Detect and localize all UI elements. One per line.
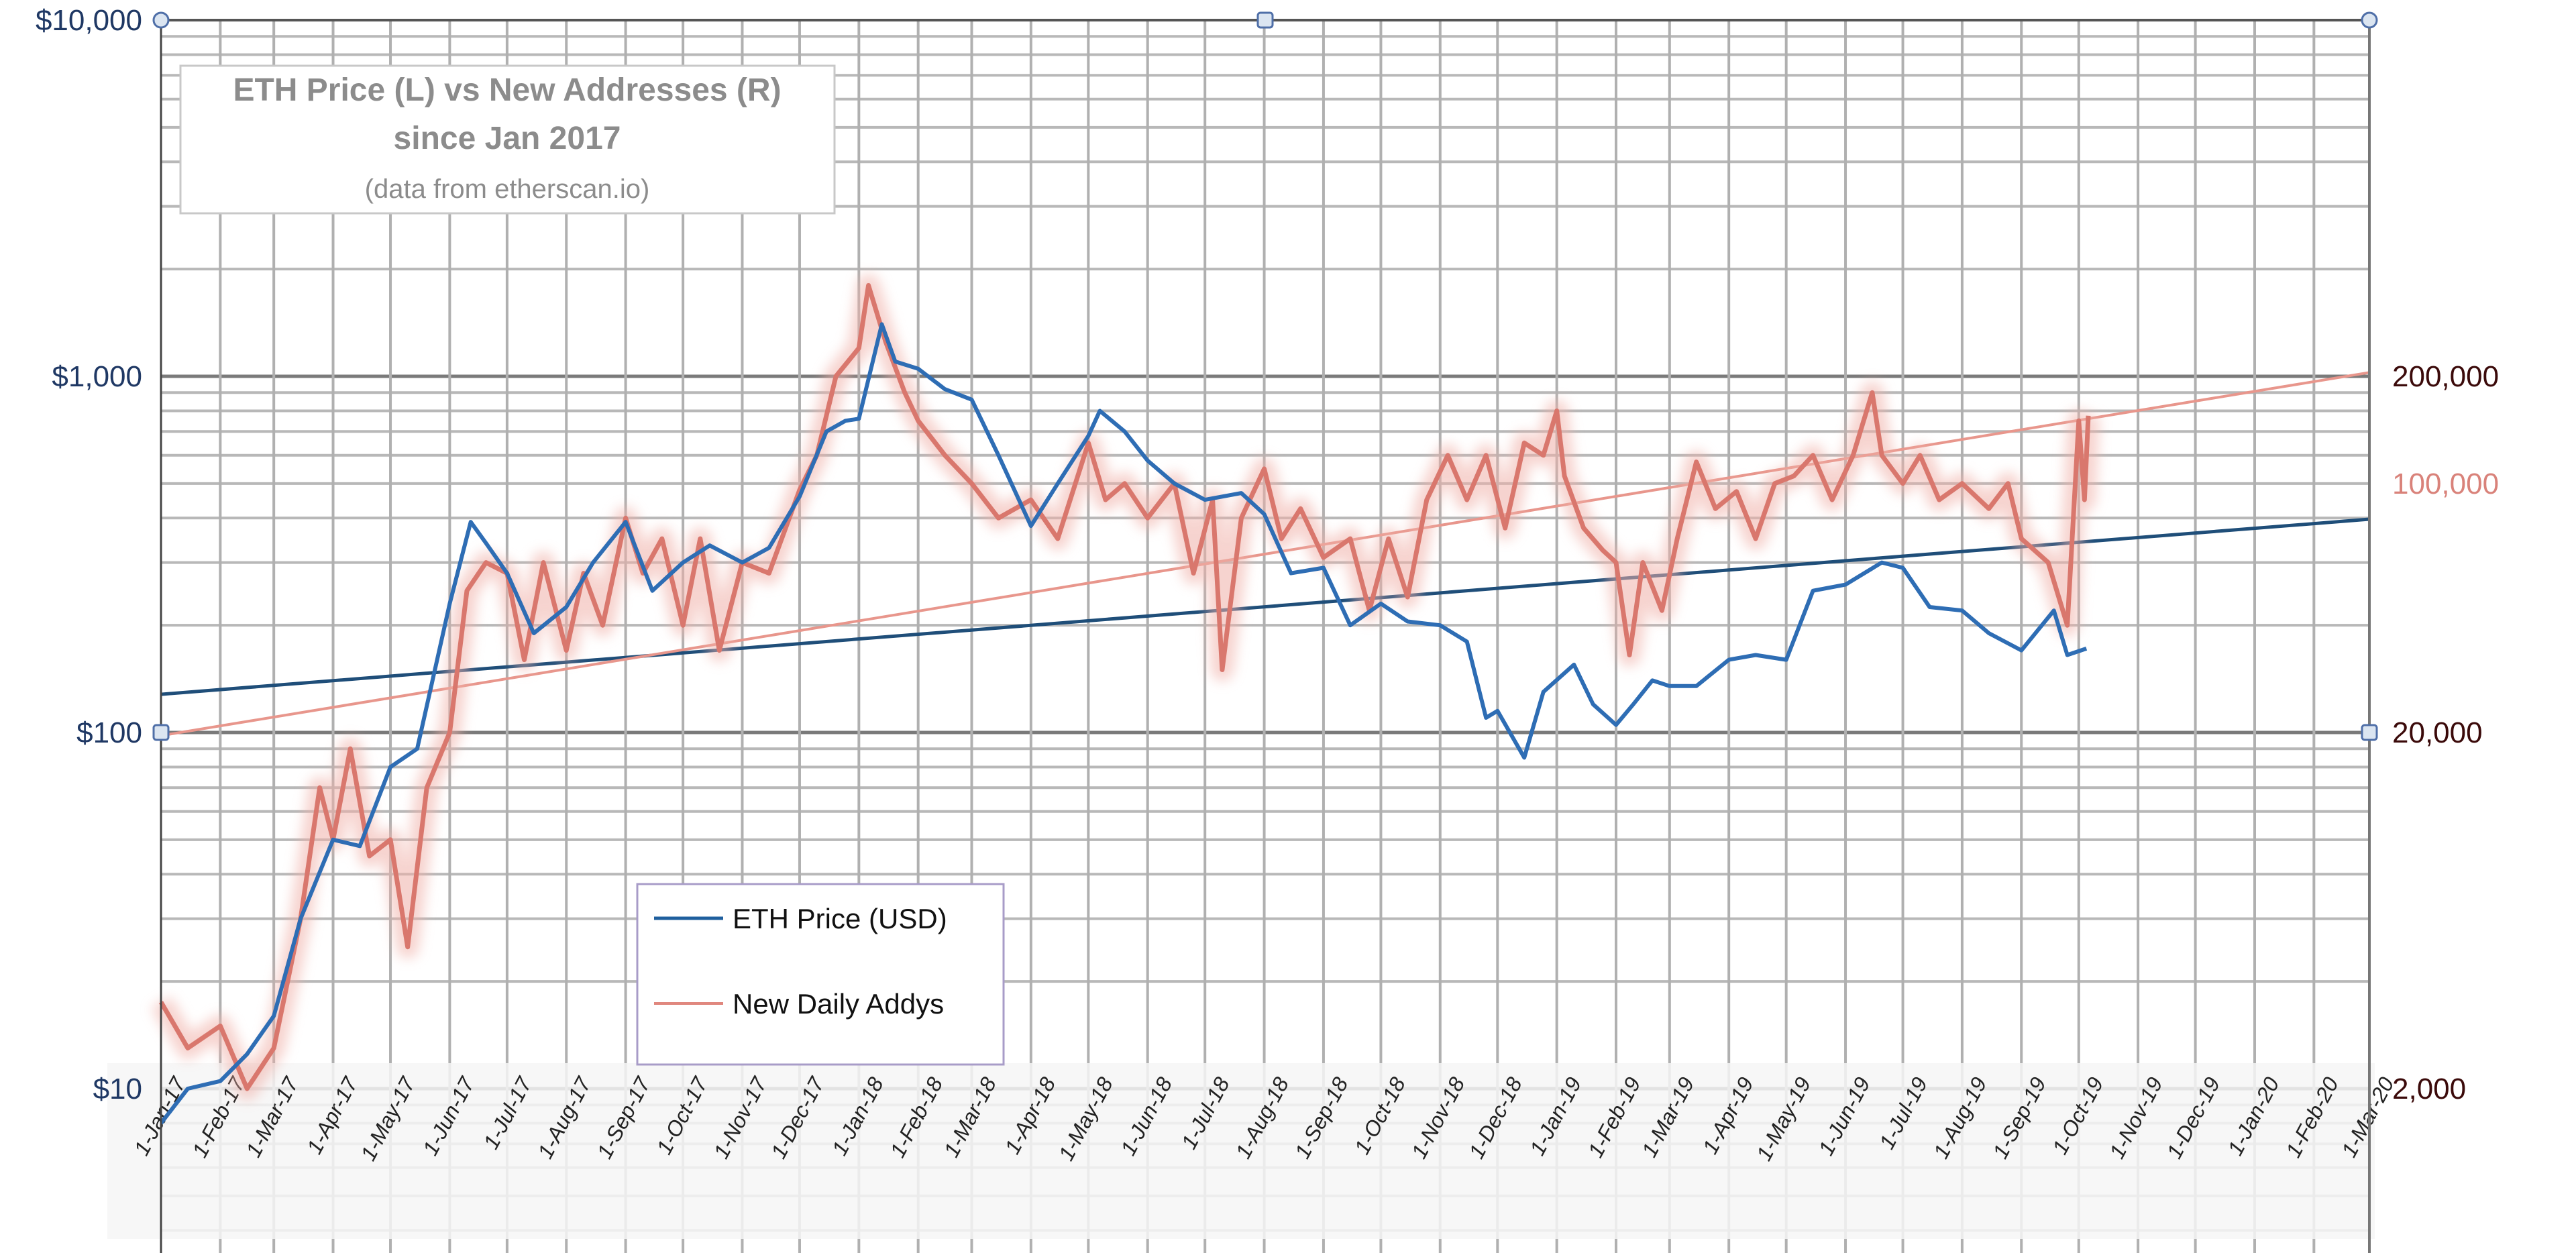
chart-title-box[interactable]: ETH Price (L) vs New Addresses (R) since…: [179, 64, 836, 215]
right-axis-tick-label: 200,000: [2392, 360, 2499, 393]
resize-handle-top-middle[interactable]: [1256, 11, 1274, 29]
right-axis-tick-label: 100,000: [2392, 468, 2499, 500]
left-axis-tick-label: $10,000: [36, 4, 142, 37]
resize-handle-top-right[interactable]: [2361, 11, 2378, 29]
left-axis-tick-label: $10: [93, 1073, 142, 1105]
right-axis-tick-label: 20,000: [2392, 716, 2483, 749]
right-axis-tick-label: 2,000: [2392, 1073, 2466, 1105]
chart-title-line3: (data from etherscan.io): [365, 174, 650, 204]
chart-title-line2: since Jan 2017: [394, 121, 621, 156]
legend-label-eth-price: ETH Price (USD): [733, 903, 947, 934]
left-axis-tick-label: $100: [76, 716, 142, 749]
resize-handle-right-middle[interactable]: [2361, 724, 2378, 741]
selection-handles[interactable]: [152, 11, 2378, 741]
series-line-eth-price: [159, 322, 2088, 1125]
x-axis-label-band: [107, 1063, 2375, 1239]
legend-label-new-addresses: New Daily Addys: [733, 988, 944, 1020]
series-lines: [151, 274, 2100, 1125]
left-axis-labels: $10 $100 $1,000 $10,000: [36, 4, 142, 1105]
resize-handle-left-middle[interactable]: [152, 724, 170, 741]
legend[interactable]: ETH Price (USD) New Daily Addys: [636, 883, 1005, 1066]
left-axis-tick-label: $1,000: [52, 360, 142, 393]
right-axis-labels: 2,000 20,000 100,000 200,000: [2392, 360, 2499, 1105]
chart-title-line1: ETH Price (L) vs New Addresses (R): [233, 72, 781, 108]
trendline-new-addresses: [160, 371, 2370, 737]
resize-handle-top-left[interactable]: [152, 11, 170, 29]
